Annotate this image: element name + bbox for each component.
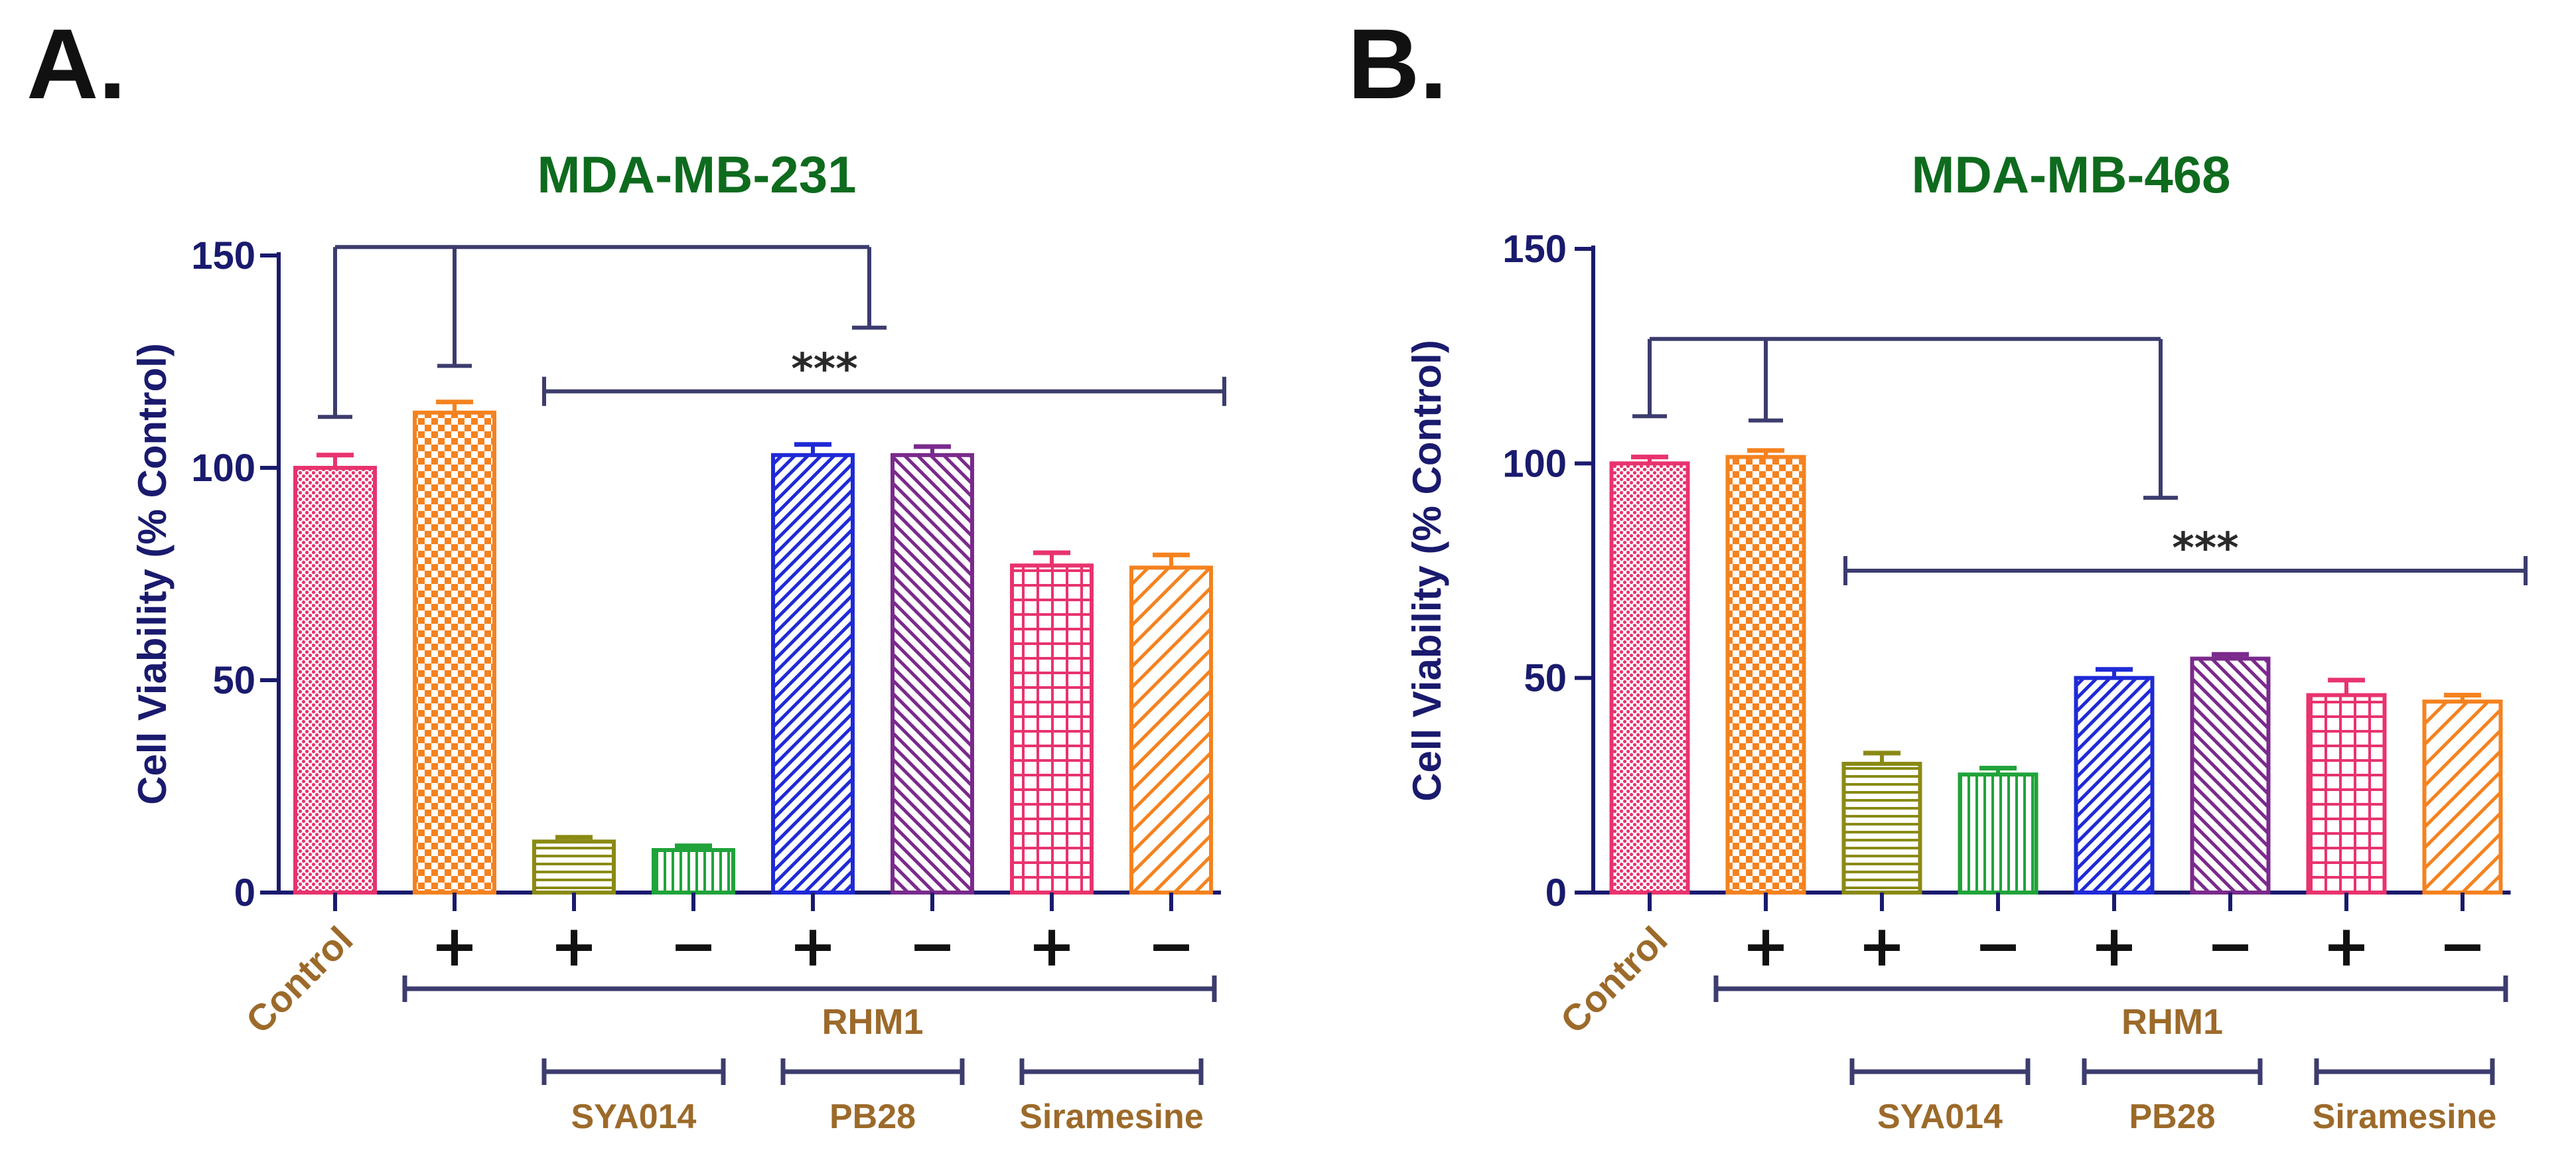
rhm1-sign-2: + — [550, 913, 598, 979]
rhm1-sign-1: + — [431, 913, 478, 979]
chart-mda-mb-468: MDA-MB-468 Cell Viability (% Control) 0 50 1… — [1405, 145, 2528, 1136]
bar-2 — [532, 839, 616, 895]
panel-a-letter: A. — [27, 8, 126, 119]
bar-5 — [2190, 656, 2271, 895]
significance-stars: *** — [791, 345, 857, 394]
rhm1-sign-6: + — [2323, 913, 2370, 979]
chart-title: MDA-MB-231 — [537, 145, 856, 204]
bar-5 — [891, 453, 974, 895]
rhm1-sign-3: − — [1974, 913, 2022, 979]
panel-b-letter: B. — [1348, 8, 1447, 119]
bar-4 — [771, 453, 855, 895]
y-tick-label: 0 — [1545, 871, 1567, 914]
x-label-rhm1: RHM1 — [822, 1002, 923, 1042]
rhm1-sign-6: + — [1028, 913, 1076, 979]
bar-0 — [293, 466, 377, 895]
x-label-subgroup-1: PB28 — [2129, 1098, 2215, 1136]
chart-title: MDA-MB-468 — [1911, 145, 2230, 204]
bar-3 — [1958, 772, 2039, 895]
y-tick-label: 100 — [1502, 442, 1567, 485]
y-tick-label: 150 — [1502, 228, 1567, 271]
y-tick-label: 100 — [191, 447, 255, 490]
rhm1-sign-5: − — [908, 913, 956, 979]
bar-4 — [2074, 676, 2155, 895]
x-label-subgroup-2: Siramesine — [2313, 1098, 2497, 1136]
rhm1-sign-7: − — [1147, 913, 1195, 979]
x-label-control: Control — [238, 918, 360, 1041]
rhm1-sign-5: − — [2206, 913, 2254, 979]
bar-6 — [1010, 563, 1094, 895]
x-label-subgroup-0: SYA014 — [1877, 1098, 2003, 1136]
bar-2 — [1841, 762, 1922, 895]
x-label-subgroup-2: Siramesine — [1019, 1098, 1204, 1136]
y-tick-label: 50 — [212, 659, 255, 702]
rhm1-sign-1: + — [1742, 913, 1790, 979]
x-label-subgroup-1: PB28 — [829, 1098, 916, 1136]
rhm1-sign-2: + — [1858, 913, 1906, 979]
y-tick-label: 50 — [1524, 657, 1567, 700]
rhm1-sign-4: + — [2090, 913, 2138, 979]
chart-mda-mb-231: MDA-MB-231 Cell Viability (% Control) 0 50 1… — [130, 145, 1226, 1136]
x-label-subgroup-0: SYA014 — [571, 1098, 697, 1136]
bar-7 — [2422, 699, 2503, 895]
y-tick-label: 0 — [234, 871, 255, 914]
bar-0 — [1609, 461, 1690, 895]
rhm1-sign-7: − — [2439, 913, 2486, 979]
x-label-rhm1: RHM1 — [2121, 1002, 2223, 1042]
y-axis-label: Cell Viability (% Control) — [1405, 340, 1449, 802]
significance-stars: *** — [2172, 524, 2238, 573]
rhm1-sign-3: − — [670, 913, 717, 979]
bar-7 — [1129, 565, 1213, 895]
bar-6 — [2306, 693, 2387, 895]
y-axis-label: Cell Viability (% Control) — [130, 343, 175, 805]
bar-1 — [1725, 455, 1806, 895]
panel-b: B. MDA-MB-468 Cell Viability (% Control) 0… — [1288, 0, 2576, 1152]
bar-3 — [652, 848, 735, 895]
x-label-control: Control — [1552, 918, 1675, 1041]
rhm1-sign-4: + — [789, 913, 837, 979]
y-tick-label: 150 — [191, 234, 255, 277]
bar-1 — [413, 410, 496, 895]
panel-a: A. MDA-MB-231 Cell Viability (% Control) 0… — [27, 8, 1226, 1136]
